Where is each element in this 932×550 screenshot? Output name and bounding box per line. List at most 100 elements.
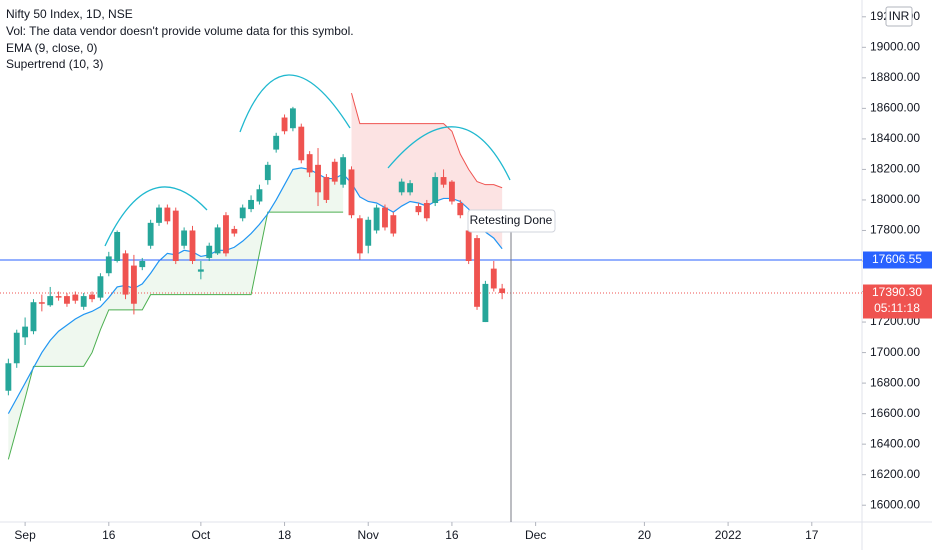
x-tick-label: Nov	[358, 528, 379, 542]
candle-body	[22, 326, 29, 338]
y-tick-label: 18400.00	[870, 131, 920, 145]
ema-line	[7, 167, 503, 414]
candle-body	[315, 164, 321, 193]
candle-body	[239, 207, 246, 219]
y-tick-label: 17800.00	[870, 223, 920, 237]
y-tick-label: 16400.00	[870, 436, 920, 450]
y-tick-label: 18200.00	[870, 162, 920, 176]
currency-label[interactable]: INR	[889, 9, 910, 23]
price-label: 17390.30	[872, 285, 922, 299]
candle-body	[264, 164, 271, 181]
candle-body	[482, 283, 489, 323]
legend-line: EMA (9, close, 0)	[6, 41, 97, 55]
candle-body	[64, 296, 70, 304]
candle-body	[80, 296, 87, 307]
candle-body	[105, 256, 112, 274]
candle-body	[273, 135, 280, 150]
candle-body	[181, 230, 188, 246]
candle-body	[197, 269, 204, 272]
x-tick-label: 2022	[715, 528, 742, 542]
arc-drawing	[387, 126, 511, 181]
x-tick-label: 16	[102, 528, 116, 542]
candle-body	[189, 230, 196, 261]
candle-body	[415, 206, 422, 213]
legend-line: Vol: The data vendor doesn't provide vol…	[6, 24, 354, 38]
trend-fill	[351, 93, 503, 249]
y-tick-label: 16600.00	[870, 406, 920, 420]
supertrend-line	[351, 92, 503, 189]
arc-drawing	[104, 186, 208, 247]
candle-body	[156, 207, 162, 223]
candle-body	[206, 245, 213, 258]
x-tick-label: 20	[638, 528, 652, 542]
candle-body	[38, 302, 45, 304]
annotation-box	[467, 209, 556, 233]
candle-body	[89, 294, 95, 300]
candle-body	[323, 177, 330, 200]
candle-body	[13, 332, 20, 364]
candle-body	[440, 177, 447, 185]
arc-drawing	[239, 74, 351, 133]
y-tick-label: 16200.00	[870, 467, 920, 481]
candle-body	[30, 302, 37, 332]
currency-box[interactable]	[885, 6, 913, 27]
candle-body	[223, 215, 229, 254]
chart-title: Nifty 50 Index, 1D, NSE	[6, 7, 133, 21]
candle-body	[72, 294, 79, 301]
candle-body	[5, 363, 12, 391]
candle-body	[490, 268, 497, 289]
candle-body	[432, 177, 439, 203]
candle-body	[465, 230, 472, 261]
candle-body	[172, 210, 179, 261]
candle-body	[47, 296, 54, 306]
candle-body	[331, 161, 338, 182]
candle-body	[373, 207, 380, 231]
candle-body	[97, 276, 104, 298]
candle-body	[306, 154, 313, 173]
price-label-box	[863, 251, 932, 269]
candle-body	[398, 181, 405, 193]
candle-body	[130, 265, 137, 304]
candle-body	[298, 126, 305, 161]
candle-body	[248, 199, 254, 210]
candle-body	[348, 169, 355, 216]
candle-body	[474, 238, 480, 307]
x-tick-label: Sep	[14, 528, 36, 542]
price-label-box	[863, 284, 932, 319]
annotation-text: Retesting Done	[470, 213, 553, 227]
candle-body	[356, 218, 363, 254]
candle-body	[407, 183, 414, 193]
x-tick-label: Oct	[192, 528, 211, 542]
legend-line: Supertrend (10, 3)	[6, 57, 103, 71]
x-tick-label: 16	[445, 528, 459, 542]
x-tick-label: Dec	[525, 528, 546, 542]
candle-body	[390, 215, 397, 234]
supertrend-line	[7, 211, 344, 460]
y-tick-label: 16800.00	[870, 375, 920, 389]
trend-fill	[8, 167, 344, 460]
y-tick-label: 16000.00	[870, 497, 920, 511]
candle-body	[281, 117, 288, 132]
candle-body	[231, 228, 238, 234]
candle-body	[256, 189, 263, 202]
y-tick-label: 18000.00	[870, 192, 920, 206]
candle-body	[147, 222, 154, 246]
candle-body	[423, 203, 430, 219]
countdown-label: 05:11:18	[874, 301, 920, 315]
candle-body	[214, 227, 221, 254]
candle-body	[499, 288, 506, 294]
candle-body	[114, 232, 121, 261]
candle-body	[122, 253, 129, 295]
y-tick-label: 19000.00	[870, 39, 920, 53]
candle-body	[139, 261, 146, 268]
candle-body	[365, 219, 372, 246]
candle-body	[382, 207, 388, 228]
candle-body	[55, 296, 62, 298]
y-tick-label: 18600.00	[870, 101, 920, 115]
candle-body	[448, 181, 455, 202]
candle-body	[289, 108, 296, 129]
candle-body	[164, 207, 171, 222]
x-tick-label: 17	[805, 528, 819, 542]
